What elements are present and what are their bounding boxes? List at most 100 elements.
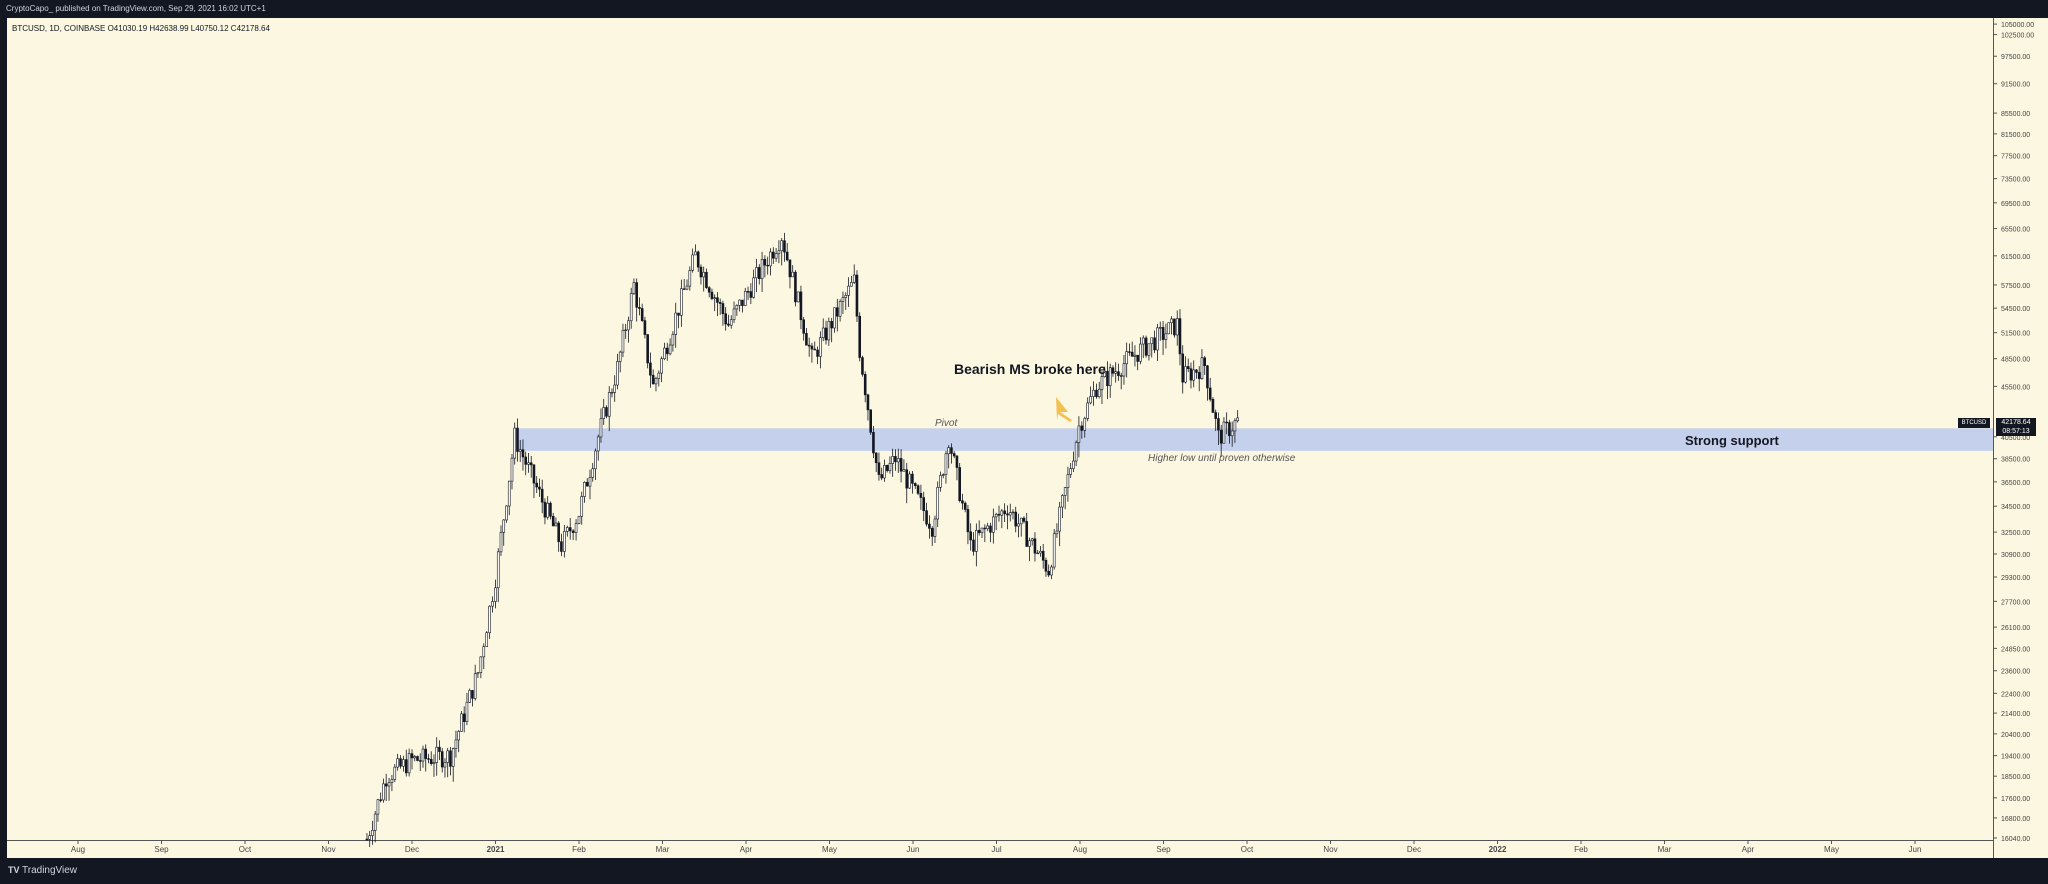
candle-body [502,519,506,533]
candle-body [930,528,934,537]
x-ticks-group: Aug Sep Oct Nov Dec 2021 Feb Mar Apr May Jun Jul Aug… [71,840,1921,854]
candle-body [585,482,589,487]
candle-body [989,525,992,533]
candle-body [696,251,700,268]
tradingview-brand[interactable]: TradingView [22,865,78,876]
candle-body [741,299,744,306]
candle-body [899,458,903,472]
candle-body [1156,327,1159,351]
y-tick-label: 20400.00 [2001,732,2030,739]
candle-body [1006,513,1009,516]
y-tick-label: 102500.00 [2001,33,2034,40]
candle-body [382,783,385,801]
candle-body [807,344,811,347]
y-tick-label: 24850.00 [2001,646,2030,653]
candle-body [618,351,622,362]
candle-body [682,288,686,290]
candle-body [802,319,805,334]
candle-body [571,530,575,533]
candle-body [429,758,433,764]
candle-body [992,516,995,533]
candle-body [1063,487,1067,496]
tradingview-logo-icon[interactable]: TV [8,865,20,875]
candle-body [368,835,372,840]
candle-body [449,750,452,767]
candle-body [583,482,586,497]
annotation-pivot: Pivot [935,418,958,429]
candle-body [1197,372,1201,379]
y-tick-label: 85500.00 [2001,111,2030,118]
candle-body [941,474,945,476]
candle-body [694,251,697,256]
candle-body [963,502,967,510]
candle-body [1167,322,1171,335]
candle-body [1028,540,1031,547]
price-axis[interactable] [1993,18,2048,858]
candle-body [1170,318,1173,324]
candle-body [485,632,489,647]
time-axis[interactable] [7,840,1993,858]
candle-body [955,455,959,468]
candle-body [563,531,566,552]
candle-body [1019,517,1023,525]
publisher-bar: CryptoCapo_ published on TradingView.com… [0,0,2048,18]
candle-body [1203,357,1207,367]
candle-body [1108,367,1112,387]
candle-body [1141,337,1145,345]
candle-body [677,312,680,316]
candle-body [724,313,727,325]
candle-body [376,799,380,815]
candle-body [535,482,539,488]
candle-body [1133,354,1137,357]
candle-body [577,515,581,524]
y-tick-label: 29300.00 [2001,575,2030,582]
candle-body [688,270,692,287]
candle-body [933,518,937,537]
candle-body [1228,422,1231,437]
candle-body [1111,367,1115,374]
candle-body [651,374,655,385]
candle-body [1089,396,1092,404]
candle-body [460,713,463,732]
candle-body [1230,430,1234,437]
candle-body [816,349,819,357]
candle-body [1181,353,1185,383]
x-tick-label: Apr [740,845,753,854]
x-tick-label: May [1824,845,1839,854]
candle-body [788,259,792,278]
candle-body [877,462,881,475]
candle-body [443,762,447,768]
candle-body [680,288,683,316]
candle-body [543,501,547,518]
candle-body [827,321,831,341]
candle-body [510,457,514,482]
x-tick-label: Dec [405,845,419,854]
candle-body [939,475,942,488]
y-tick-label: 22400.00 [2001,691,2030,698]
candle-body [624,329,627,332]
candle-body [1017,523,1020,527]
candle-body [975,530,978,552]
x-tick-label: Oct [239,845,252,854]
y-tick-label: 21400.00 [2001,711,2030,718]
candle-body [404,759,408,774]
candle-body [596,436,600,452]
candle-body [766,264,769,267]
candle-body [527,462,530,465]
candle-body [1058,506,1061,532]
candle-body [947,447,951,455]
candle-body [591,468,595,478]
candle-body [468,690,471,703]
candle-body [396,758,399,768]
candle-body [399,758,402,767]
candle-body [1039,550,1042,554]
candle-body [546,502,549,518]
candle-body [841,297,845,302]
candle-body [896,458,900,463]
candle-body [499,531,503,553]
y-tick-label: 16040.00 [2001,836,2030,843]
candle-body [1106,370,1109,387]
candle-body [716,297,719,303]
candle-body [668,344,672,355]
candle-body [649,362,652,376]
